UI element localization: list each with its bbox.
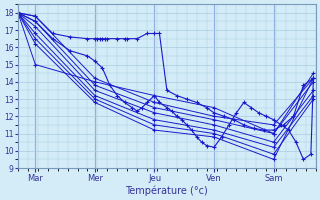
X-axis label: Température (°c): Température (°c) <box>125 185 208 196</box>
